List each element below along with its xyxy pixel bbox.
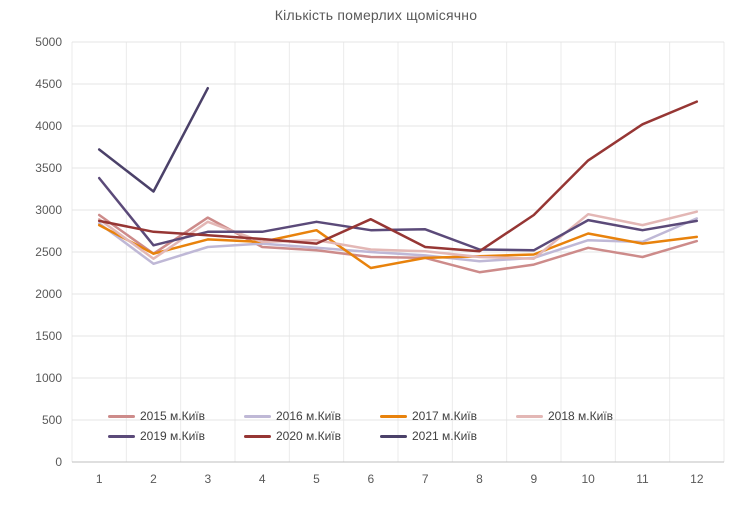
x-tick-label: 8	[476, 472, 483, 486]
legend-line-swatch	[516, 414, 543, 418]
series-line-2021	[97, 86, 210, 193]
x-tick-label: 11	[636, 472, 649, 486]
x-tick-label: 12	[690, 472, 704, 486]
legend-line-swatch	[244, 434, 271, 438]
legend-row: 2019 м.Київ 2020 м.Київ 2021 м.Київ	[108, 426, 708, 446]
legend-label: 2020 м.Київ	[276, 429, 342, 443]
y-tick-label: 500	[42, 413, 62, 427]
legend-label: 2021 м.Київ	[412, 429, 478, 443]
legend-line-swatch	[108, 434, 135, 438]
legend-label: 2016 м.Київ	[276, 409, 342, 423]
chart-legend: 2015 м.Київ 2016 м.Київ 2017 м.Київ 2018 м.…	[108, 406, 708, 446]
x-tick-label: 3	[204, 472, 211, 486]
series-line-2017	[97, 223, 699, 270]
x-tick-label: 6	[367, 472, 374, 486]
legend-label: 2017 м.Київ	[412, 409, 478, 423]
legend-line-swatch	[244, 414, 271, 418]
y-tick-label: 1500	[35, 329, 62, 343]
x-tick-label: 1	[96, 472, 103, 486]
legend-row: 2015 м.Київ 2016 м.Київ 2017 м.Київ 2018 м.…	[108, 406, 708, 426]
y-tick-label: 3000	[35, 203, 62, 217]
legend-label: 2015 м.Київ	[140, 409, 206, 423]
series-line-2015	[97, 213, 699, 274]
x-tick-label: 10	[581, 472, 595, 486]
y-tick-label: 3500	[35, 161, 62, 175]
legend-label: 2019 м.Київ	[140, 429, 206, 443]
legend-item-2015: 2015 м.Київ	[108, 409, 244, 423]
legend-item-2019: 2019 м.Київ	[108, 429, 244, 443]
y-tick-label: 5000	[35, 35, 62, 49]
x-tick-label: 7	[422, 472, 429, 486]
series-line-2018	[97, 210, 699, 260]
y-tick-label: 4500	[35, 77, 62, 91]
legend-item-2021: 2021 м.Київ	[380, 429, 516, 443]
legend-item-2016: 2016 м.Київ	[244, 409, 380, 423]
y-tick-label: 4000	[35, 119, 62, 133]
legend-line-swatch	[380, 414, 407, 418]
y-tick-label: 0	[55, 455, 62, 469]
legend-label: 2018 м.Київ	[548, 409, 614, 423]
x-tick-label: 9	[530, 472, 537, 486]
legend-line-swatch	[380, 434, 407, 438]
y-tick-label: 2000	[35, 287, 62, 301]
x-tick-label: 4	[259, 472, 266, 486]
legend-item-2017: 2017 м.Київ	[380, 409, 516, 423]
y-tick-label: 2500	[35, 245, 62, 259]
x-tick-label: 5	[313, 472, 320, 486]
y-tick-label: 1000	[35, 371, 62, 385]
series-line-2016	[97, 217, 699, 266]
x-tick-label: 2	[150, 472, 157, 486]
chart-title: Кількість померлих щомісячно	[274, 7, 478, 23]
legend-item-2020: 2020 м.Київ	[244, 429, 380, 443]
legend-line-swatch	[108, 414, 135, 418]
series-line-2020	[97, 100, 699, 253]
legend-item-2018: 2018 м.Київ	[516, 409, 652, 423]
